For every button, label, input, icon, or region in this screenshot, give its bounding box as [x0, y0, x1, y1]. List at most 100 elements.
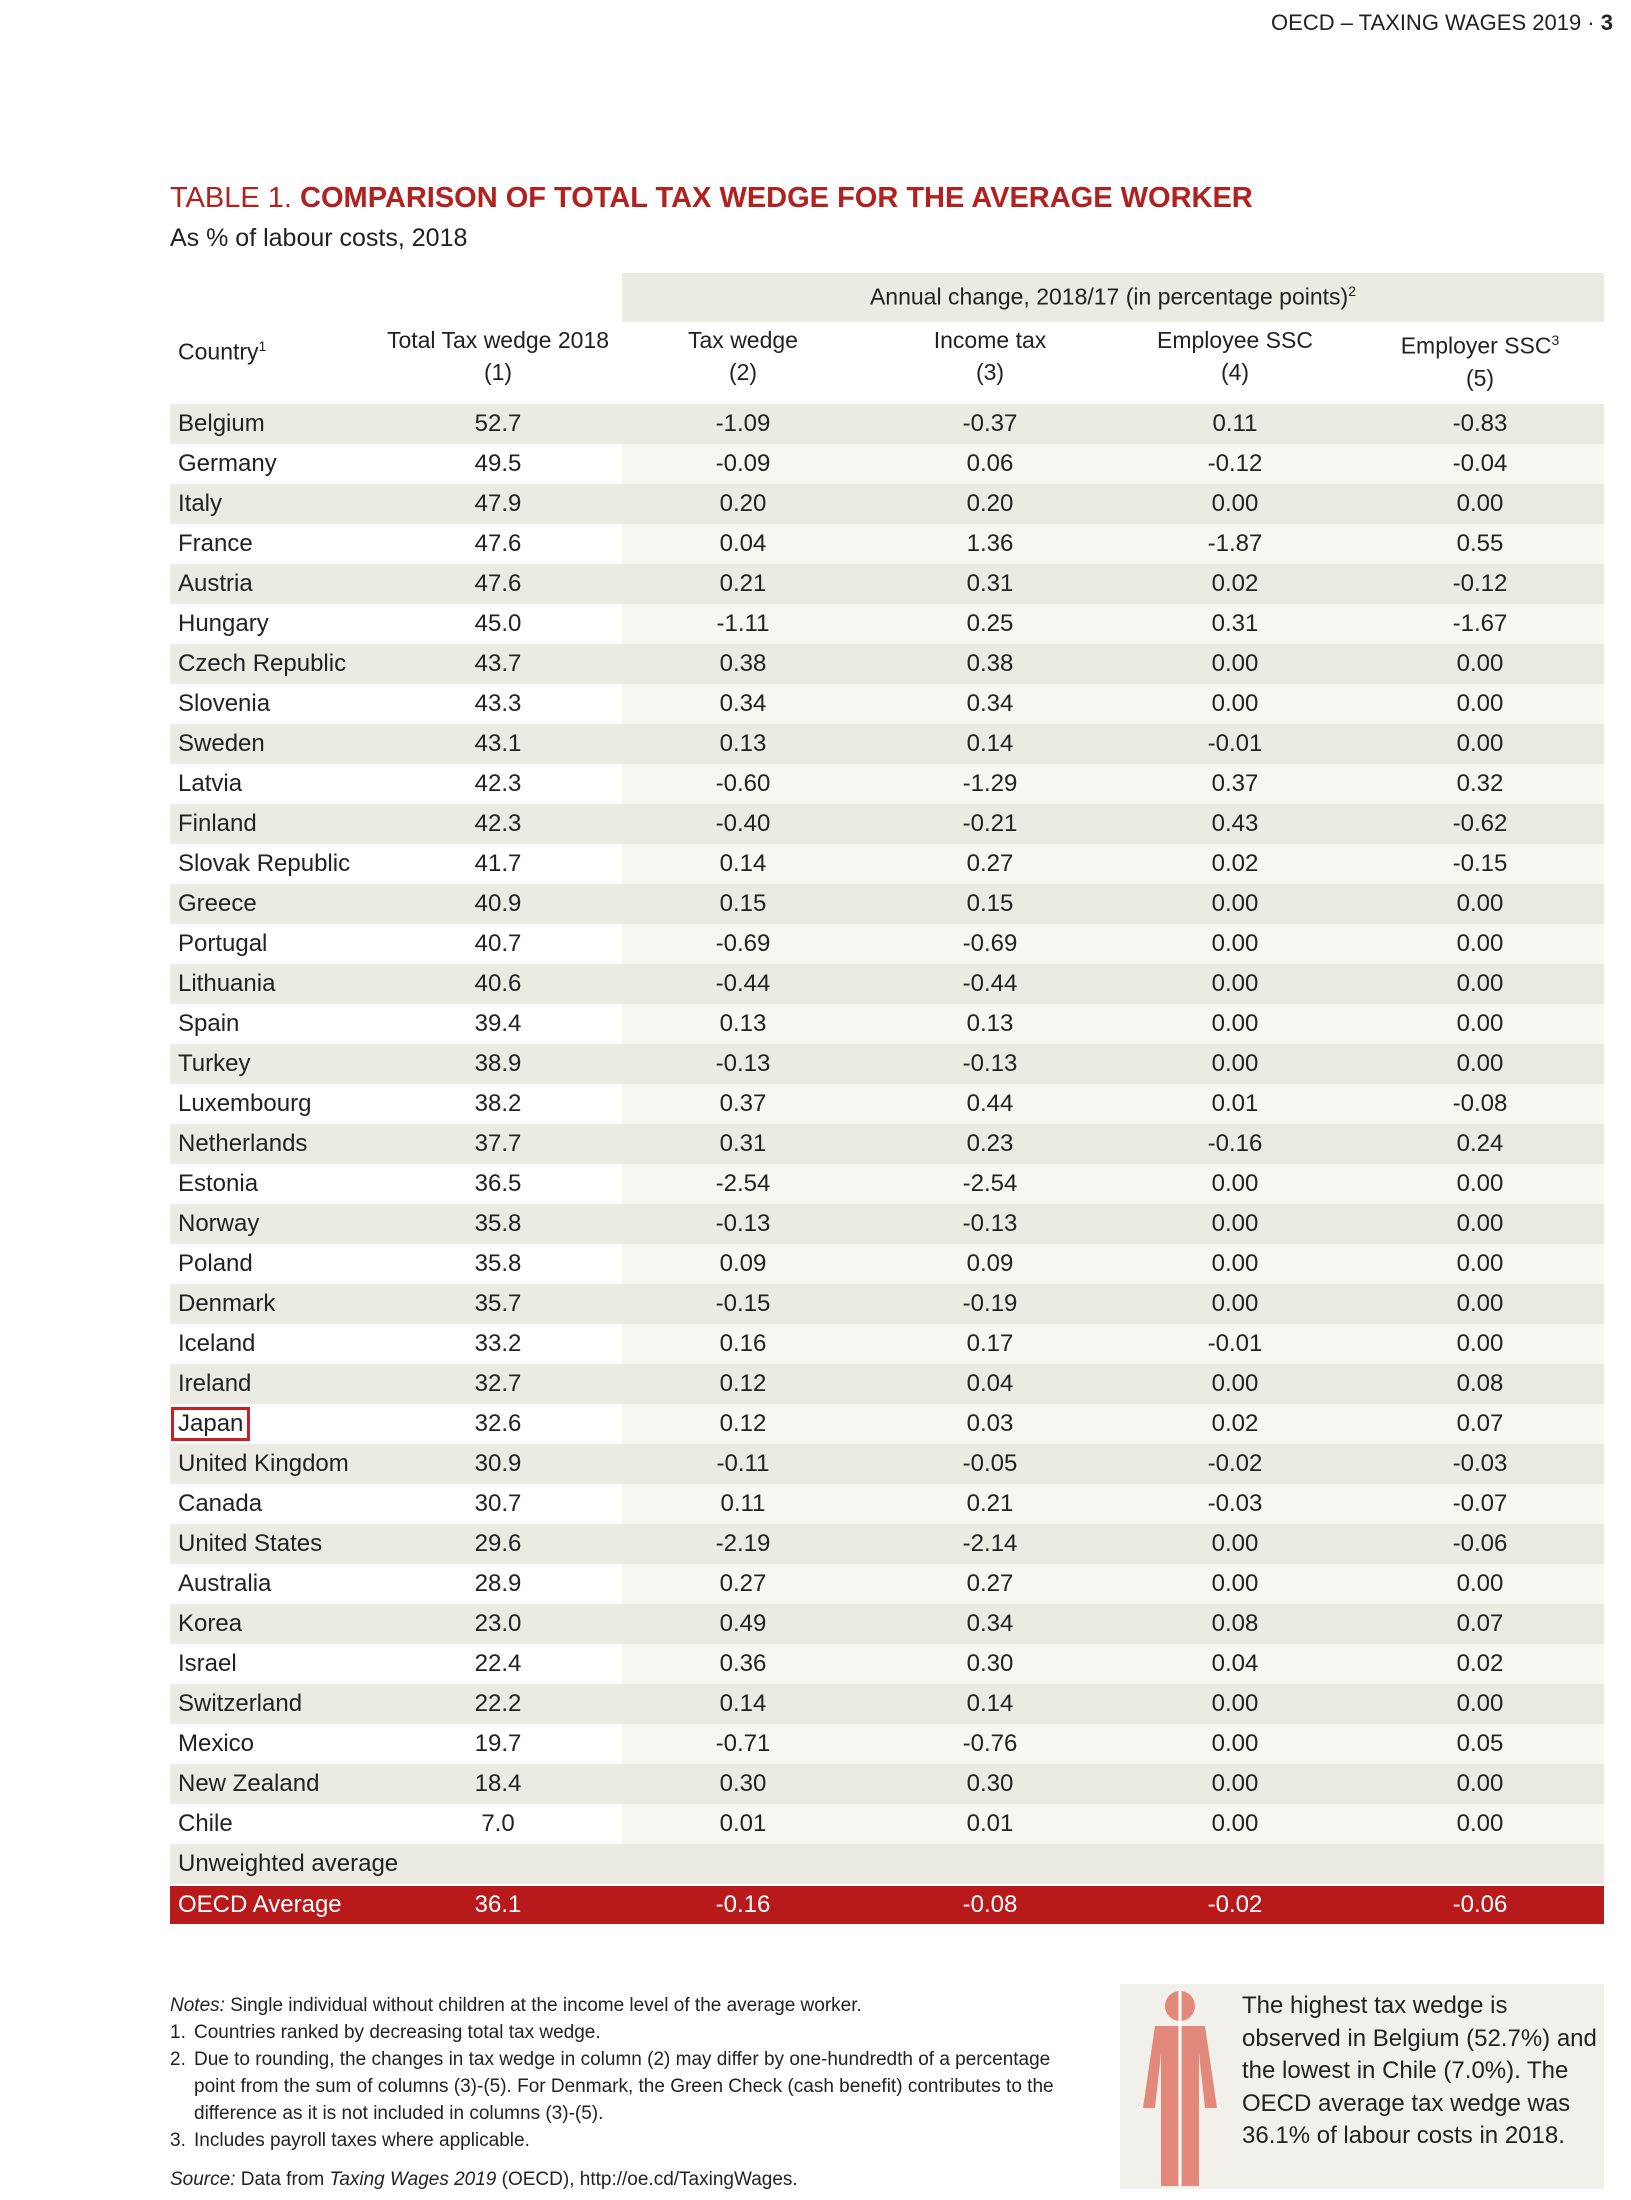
note-number: 1. — [170, 2022, 186, 2043]
note-text: Due to rounding, the changes in tax wedg… — [194, 2049, 1054, 2124]
value-cell: -0.19 — [962, 1290, 1018, 1317]
value-cell: 0.04 — [966, 1370, 1014, 1397]
value-cell: 0.00 — [1211, 1690, 1259, 1717]
note-text: Includes payroll taxes where applicable. — [194, 2130, 530, 2151]
value-cell: 0.00 — [1456, 1010, 1504, 1037]
value-cell: 0.00 — [1211, 1770, 1259, 1797]
value-cell: 0.55 — [1456, 530, 1504, 557]
row-shade — [622, 524, 1604, 564]
value-cell: 19.7 — [474, 1730, 522, 1757]
row-shade — [170, 964, 1604, 1004]
value-cell: 0.00 — [1456, 1290, 1504, 1317]
running-header: OECD – TAXING WAGES 2019 · 3 — [1271, 10, 1613, 36]
value-cell: 0.43 — [1211, 810, 1259, 837]
value-cell: 47.6 — [474, 530, 522, 557]
column-number: (5) — [1465, 364, 1495, 391]
value-cell: -0.62 — [1452, 810, 1508, 837]
value-cell: -0.13 — [962, 1210, 1018, 1237]
average-band — [170, 1844, 1604, 1884]
value-cell: 0.25 — [966, 610, 1014, 637]
row-shade — [622, 1644, 1604, 1684]
row-shade — [170, 1124, 1604, 1164]
value-cell: 0.24 — [1456, 1130, 1504, 1157]
value-cell: 0.31 — [966, 570, 1014, 597]
note-item: 2. Due to rounding, the changes in tax we… — [170, 2046, 1070, 2127]
row-shade — [622, 1324, 1604, 1364]
value-cell: 0.00 — [1456, 1690, 1504, 1717]
value-cell: 0.00 — [1211, 1730, 1259, 1757]
source-text: (OECD), http://oe.cd/TaxingWages. — [496, 2169, 798, 2190]
column-header-label: Income tax — [870, 324, 1110, 356]
value-cell: -0.01 — [1207, 1330, 1263, 1357]
value-cell: 47.9 — [474, 490, 522, 517]
value-cell: 0.00 — [1211, 1250, 1259, 1277]
average-value-cell: -0.02 — [1207, 1891, 1263, 1918]
value-cell: -0.83 — [1452, 410, 1508, 437]
value-cell: 0.00 — [1456, 1210, 1504, 1237]
value-cell: 0.11 — [720, 1490, 766, 1517]
value-cell: 0.21 — [966, 1490, 1014, 1517]
value-cell: 35.7 — [474, 1290, 522, 1317]
value-cell: 38.2 — [474, 1090, 522, 1117]
country-cell: Mexico — [178, 1730, 255, 1757]
value-cell: 0.00 — [1211, 890, 1259, 917]
value-cell: 0.00 — [1211, 1370, 1259, 1397]
column-label: Tax wedge — [688, 327, 798, 353]
running-title: OECD – TAXING WAGES 2019 · — [1271, 10, 1601, 35]
notes-label: Notes: — [170, 1995, 225, 2016]
value-cell: -1.11 — [716, 610, 770, 637]
country-cell: United Kingdom — [178, 1450, 349, 1477]
column-header-label: Employer SSC3 — [1360, 324, 1600, 362]
row-shade — [622, 684, 1604, 724]
footnote-ref: 1 — [258, 338, 267, 354]
value-cell: -0.09 — [715, 450, 771, 477]
country-cell: Czech Republic — [178, 650, 347, 677]
value-cell: 0.07 — [1456, 1410, 1504, 1437]
value-cell: 36.5 — [474, 1170, 522, 1197]
value-cell: -0.12 — [1207, 450, 1263, 477]
country-cell: Netherlands — [178, 1130, 308, 1157]
value-cell: -0.13 — [962, 1050, 1018, 1077]
country-cell: Ireland — [178, 1370, 252, 1397]
value-cell: 28.9 — [474, 1570, 522, 1597]
notes: Notes: Single individual without childre… — [170, 1992, 1070, 2154]
note-item: 1. Countries ranked by decreasing total t… — [170, 2019, 1070, 2046]
value-cell: 0.38 — [966, 650, 1014, 677]
value-cell: 0.07 — [1456, 1610, 1504, 1637]
value-cell: -0.44 — [962, 970, 1018, 997]
value-cell: 0.00 — [1456, 970, 1504, 997]
value-cell: 0.00 — [1456, 1810, 1504, 1837]
value-cell: 38.9 — [474, 1050, 522, 1077]
notes-text: Single individual without children at th… — [224, 1995, 862, 2016]
value-cell: -2.14 — [962, 1530, 1018, 1557]
row-shade — [170, 1364, 1604, 1404]
value-cell: 0.38 — [719, 650, 767, 677]
source-publication: Taxing Wages 2019 — [329, 2169, 497, 2190]
value-cell: 0.01 — [1211, 1090, 1259, 1117]
column-label: Employee SSC — [1157, 327, 1313, 353]
source-label: Source: — [170, 2169, 236, 2190]
value-cell: 0.11 — [1212, 410, 1258, 437]
subtitle: As % of labour costs, 2018 — [170, 224, 468, 252]
value-cell: 0.00 — [1456, 650, 1504, 677]
value-cell: -0.13 — [715, 1050, 771, 1077]
column-header: Total Tax wedge 2018 (1) — [378, 324, 618, 388]
value-cell: 0.09 — [719, 1250, 767, 1277]
value-cell: -1.87 — [1207, 530, 1263, 557]
note-item: 3. Includes payroll taxes where applicabl… — [170, 2127, 1070, 2154]
value-cell: 0.20 — [719, 490, 767, 517]
value-cell: 0.14 — [719, 1690, 767, 1717]
value-cell: 0.04 — [1211, 1650, 1259, 1677]
value-cell: 41.7 — [474, 850, 522, 877]
column-header-label: Country1 — [178, 330, 418, 368]
value-cell: 43.1 — [474, 730, 522, 757]
value-cell: -0.03 — [1207, 1490, 1263, 1517]
value-cell: 0.37 — [719, 1090, 767, 1117]
country-cell: Japan — [170, 1407, 251, 1441]
value-cell: 0.04 — [719, 530, 767, 557]
country-cell: Estonia — [178, 1170, 259, 1197]
country-cell: France — [178, 530, 253, 557]
row-shade — [170, 1284, 1604, 1324]
value-cell: -2.54 — [715, 1170, 771, 1197]
row-shade — [170, 1444, 1604, 1484]
